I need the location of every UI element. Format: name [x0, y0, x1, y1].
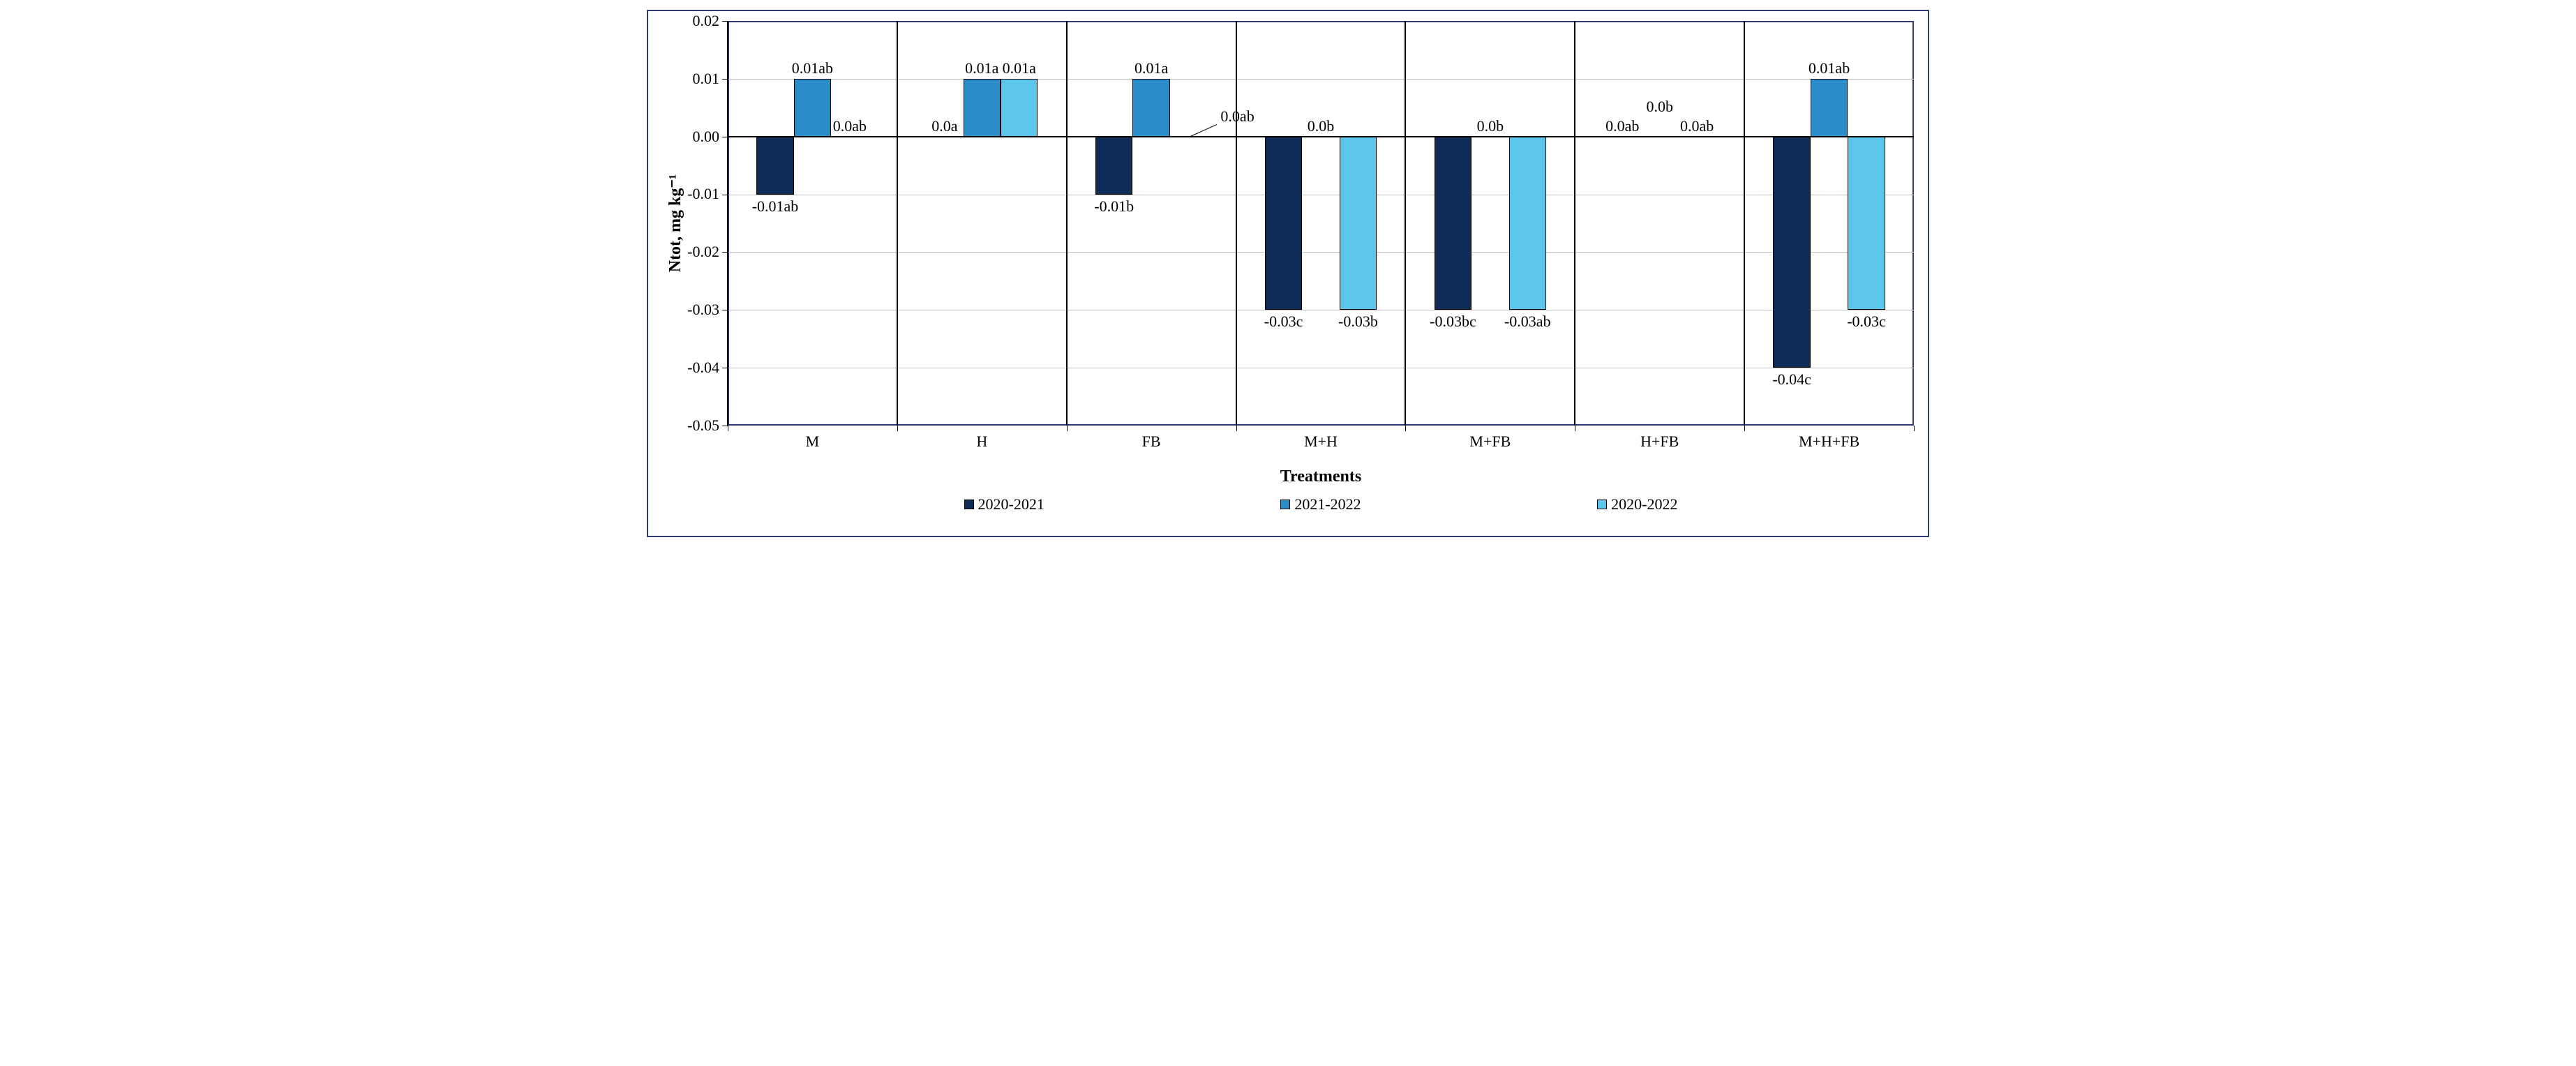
- bar-value-label: 0.0b: [1308, 117, 1335, 135]
- bar: [964, 79, 1001, 137]
- bar: [1095, 137, 1132, 195]
- x-tick-label: M+FB: [1469, 433, 1511, 451]
- plot-border: [728, 21, 1914, 426]
- bar-value-label: -0.03bc: [1430, 313, 1476, 331]
- bar-value-label: -0.03ab: [1504, 313, 1551, 331]
- bar: [1340, 137, 1377, 310]
- legend-item: 2020-2021: [964, 495, 1044, 513]
- bar-value-label: -0.03b: [1338, 313, 1378, 331]
- legend-swatch: [964, 500, 974, 509]
- x-tick-label: M: [806, 433, 820, 451]
- x-tick-label: M+H+FB: [1799, 433, 1859, 451]
- y-tick-label: -0.01: [687, 185, 719, 203]
- y-tick-label: -0.02: [687, 243, 719, 261]
- gridline: [728, 79, 1914, 80]
- bar-value-label: 0.0a: [931, 117, 957, 135]
- bar-value-label: 0.0ab: [833, 117, 867, 135]
- legend-swatch: [1597, 500, 1607, 509]
- legend-swatch: [1280, 500, 1290, 509]
- category-divider: [897, 21, 898, 426]
- legend-item: 2020-2022: [1597, 495, 1677, 513]
- bar-value-label: 0.01a: [965, 59, 998, 77]
- bar-value-label: -0.01ab: [752, 197, 799, 216]
- legend: 2020-2021 2021-2022 2020-2022: [728, 495, 1914, 513]
- bar-value-label: -0.04c: [1772, 370, 1811, 389]
- x-tick-mark: [1405, 426, 1406, 431]
- y-tick-label: 0.01: [693, 70, 720, 88]
- category-divider: [1236, 21, 1237, 426]
- bar: [1509, 137, 1546, 310]
- bar: [1132, 79, 1169, 137]
- bar-value-label: 0.0ab: [1605, 117, 1639, 135]
- x-tick-label: H: [976, 433, 987, 451]
- x-axis-title: Treatments: [1280, 467, 1361, 486]
- bar-value-label: 0.01a: [1003, 59, 1036, 77]
- x-tick-mark: [1236, 426, 1237, 431]
- x-tick-label: H+FB: [1640, 433, 1679, 451]
- bar: [1848, 137, 1885, 310]
- y-axis-line: [727, 21, 728, 426]
- y-tick-label: 0.00: [693, 128, 720, 146]
- x-tick-mark: [1744, 426, 1745, 431]
- bar: [756, 137, 793, 195]
- bar: [1773, 137, 1810, 368]
- bar-value-label: -0.01b: [1094, 197, 1134, 216]
- legend-label: 2020-2021: [978, 495, 1044, 513]
- x-tick-label: M+H: [1304, 433, 1338, 451]
- legend-item: 2021-2022: [1280, 495, 1361, 513]
- bar-value-label: 0.0b: [1646, 98, 1673, 116]
- bar: [1435, 137, 1472, 310]
- bar: [1265, 137, 1302, 310]
- category-divider: [1744, 21, 1745, 426]
- x-tick-mark: [1067, 426, 1068, 431]
- y-tick-label: -0.04: [687, 359, 719, 377]
- bar: [794, 79, 831, 137]
- y-tick-label: -0.05: [687, 416, 719, 435]
- ntot-bar-chart: 0.02 0.01 0.00 -0.01 -0.02 -0.03 -0.04 -0.05 M H F…: [644, 7, 1932, 540]
- category-divider: [1574, 21, 1575, 426]
- category-divider: [1066, 21, 1068, 426]
- bar-value-label: 0.0ab: [1680, 117, 1714, 135]
- bar: [1811, 79, 1848, 137]
- bar: [1001, 79, 1038, 137]
- bar-value-label: 0.01ab: [1809, 59, 1850, 77]
- x-tick-mark: [897, 426, 898, 431]
- zero-axis-line: [728, 136, 1914, 137]
- y-tick-label: 0.02: [693, 12, 720, 30]
- bar-value-label: 0.01ab: [792, 59, 833, 77]
- x-tick-mark: [1914, 426, 1915, 431]
- legend-label: 2020-2022: [1611, 495, 1677, 513]
- y-axis-title: Ntot, mg kg⁻¹: [665, 174, 685, 273]
- x-tick-label: FB: [1142, 433, 1161, 451]
- gridline: [728, 252, 1914, 253]
- bar-value-label: 0.01a: [1135, 59, 1168, 77]
- bar-value-label: 0.0ab: [1220, 107, 1254, 126]
- legend-label: 2021-2022: [1294, 495, 1361, 513]
- bar-value-label: -0.03c: [1847, 313, 1886, 331]
- y-tick-label: -0.03: [687, 301, 719, 319]
- category-divider: [1405, 21, 1406, 426]
- bar-value-label: 0.0b: [1477, 117, 1504, 135]
- bar-value-label: -0.03c: [1264, 313, 1303, 331]
